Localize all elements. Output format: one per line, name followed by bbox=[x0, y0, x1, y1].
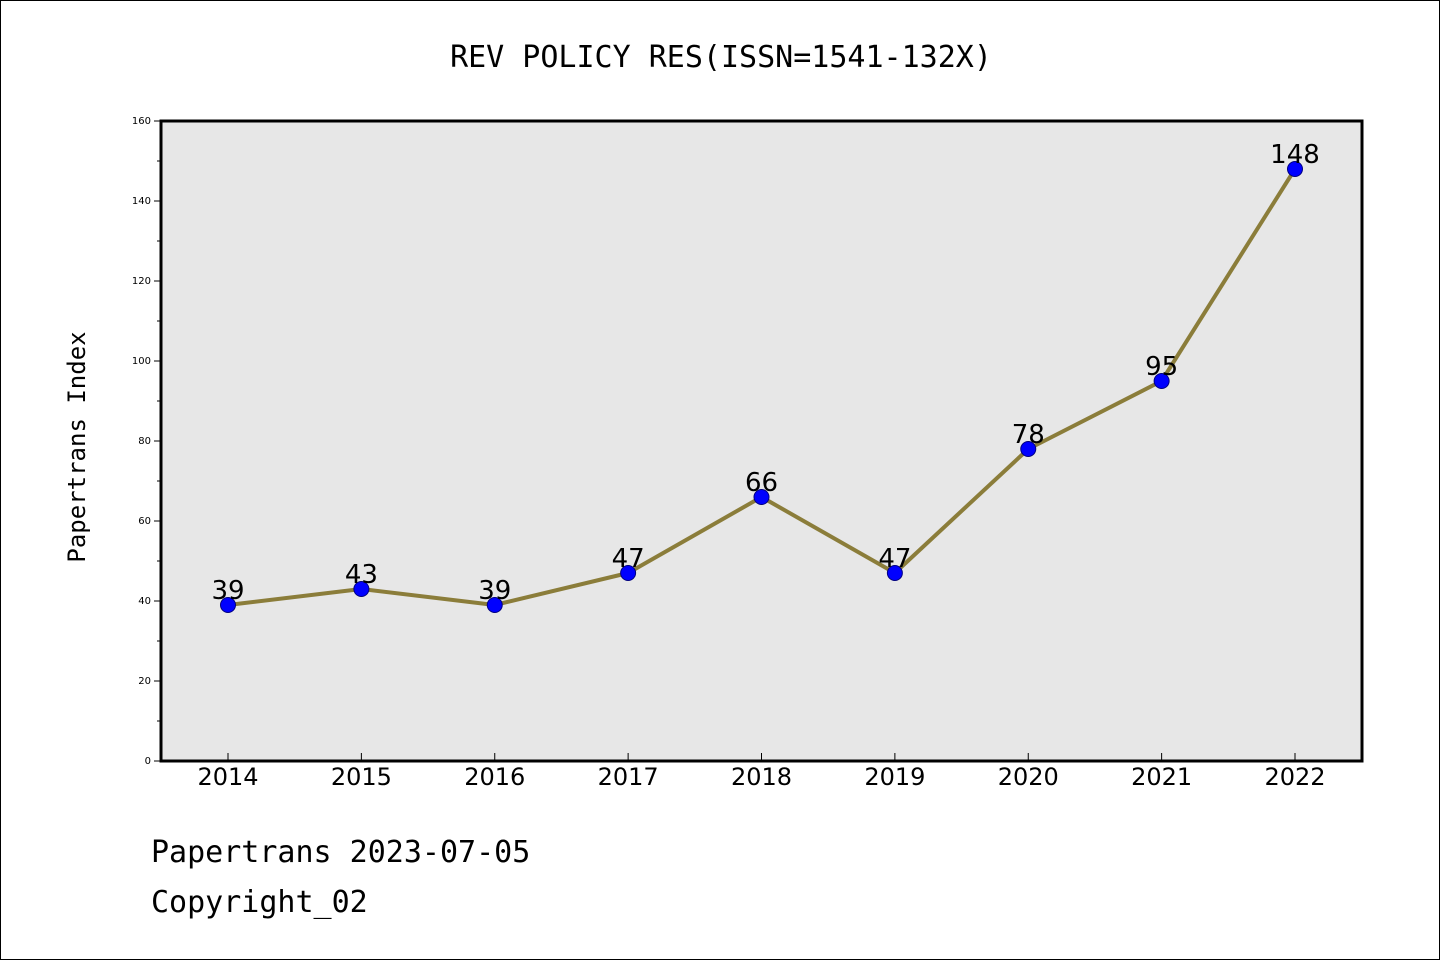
y-axis: 0 20 40 60 80 100 120 140 160 bbox=[132, 116, 161, 767]
y-tick-label: 20 bbox=[138, 676, 151, 687]
data-label: 66 bbox=[745, 468, 778, 498]
y-tick-label: 140 bbox=[132, 196, 151, 207]
data-point bbox=[486, 597, 503, 613]
x-tick-label: 2016 bbox=[464, 763, 525, 791]
footer-date-caption: Papertrans 2023-07-05 bbox=[151, 835, 531, 870]
x-tick-label: 2017 bbox=[598, 763, 659, 791]
data-label: 47 bbox=[878, 544, 911, 574]
series-group: 39 43 39 47 66 47 78 95 148 bbox=[211, 140, 1320, 613]
x-tick-label: 2019 bbox=[864, 763, 925, 791]
x-tick-label: 2021 bbox=[1131, 763, 1192, 791]
plot-area bbox=[159, 119, 1364, 763]
y-tick-label: 120 bbox=[132, 276, 151, 287]
data-point bbox=[1153, 373, 1170, 389]
data-label: 148 bbox=[1270, 140, 1320, 170]
y-tick-label: 0 bbox=[145, 756, 151, 767]
data-point bbox=[886, 565, 903, 581]
footer-copyright-caption: Copyright_02 bbox=[151, 885, 368, 920]
y-tick-label: 80 bbox=[138, 436, 151, 447]
data-label: 39 bbox=[478, 576, 511, 606]
data-point bbox=[620, 565, 637, 581]
chart-title: REV POLICY RES(ISSN=1541-132X) bbox=[450, 40, 992, 75]
y-tick-label: 160 bbox=[132, 116, 151, 127]
data-label: 47 bbox=[612, 544, 645, 574]
y-tick-label: 60 bbox=[138, 516, 151, 527]
data-label: 39 bbox=[211, 576, 244, 606]
x-tick-label: 2020 bbox=[998, 763, 1059, 791]
x-tick-label: 2022 bbox=[1264, 763, 1325, 791]
data-label: 95 bbox=[1145, 352, 1178, 382]
data-point bbox=[1020, 441, 1037, 457]
x-tick-label: 2014 bbox=[197, 763, 258, 791]
x-tick-label: 2018 bbox=[731, 763, 792, 791]
y-tick-label: 100 bbox=[132, 356, 151, 367]
x-tick-label: 2015 bbox=[331, 763, 392, 791]
y-axis-label: Papertrans Index bbox=[63, 331, 91, 562]
data-point bbox=[220, 597, 236, 613]
x-axis: 2014 2015 2016 2017 2018 2019 2020 2021 2022 bbox=[197, 753, 1326, 791]
data-label: 78 bbox=[1012, 420, 1045, 450]
data-label: 43 bbox=[345, 560, 378, 590]
y-tick-label: 40 bbox=[138, 596, 151, 607]
data-point bbox=[753, 489, 770, 505]
data-point bbox=[353, 581, 370, 597]
data-point bbox=[1287, 161, 1303, 177]
